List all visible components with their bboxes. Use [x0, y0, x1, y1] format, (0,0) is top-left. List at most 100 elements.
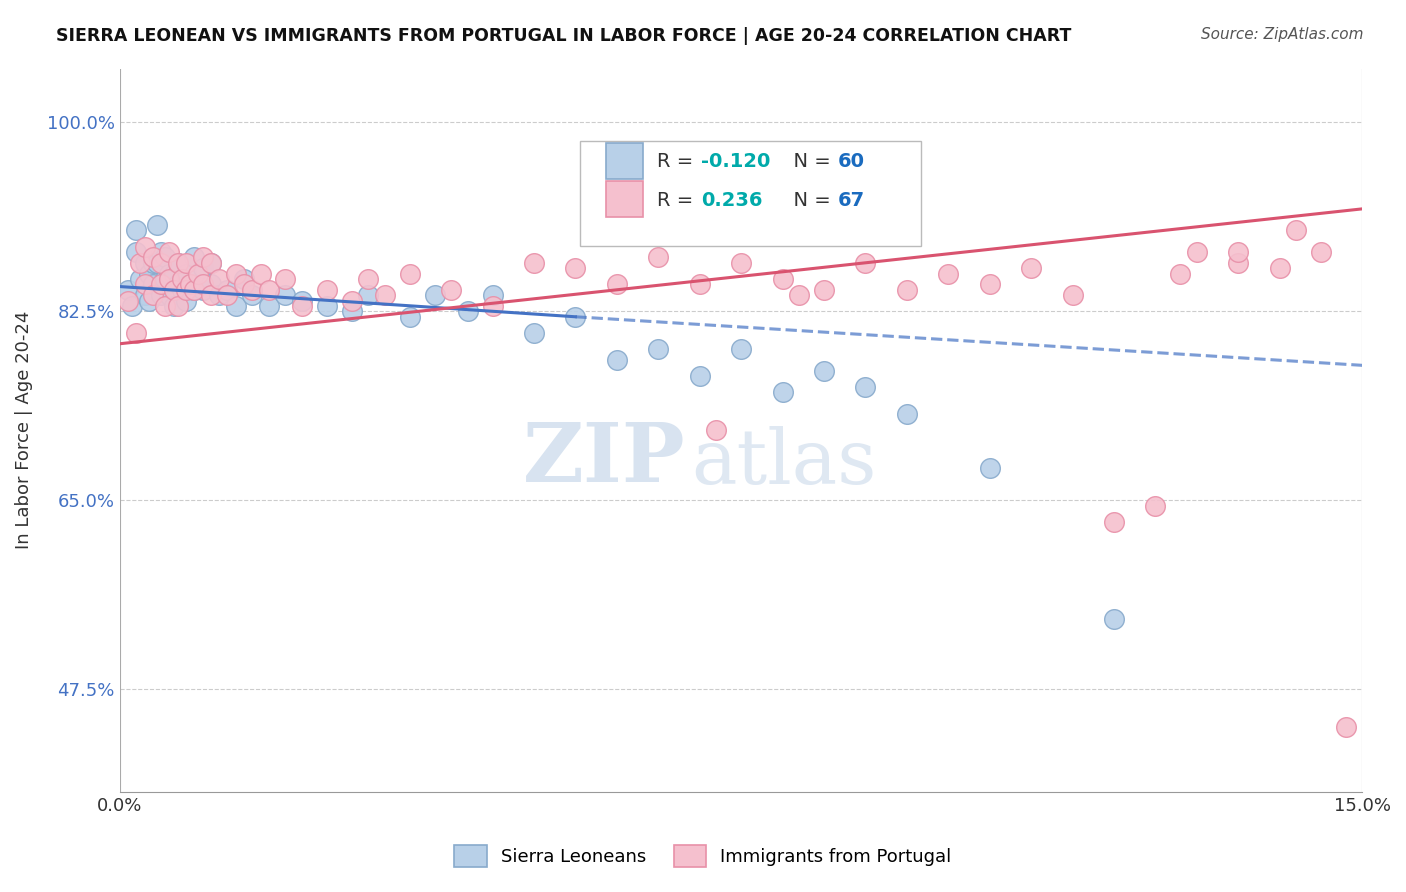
Point [183, 251, 205, 265]
Point [217, 288, 239, 302]
Point [187, 267, 209, 281]
Point [162, 283, 184, 297]
Point [134, 239, 156, 253]
Point [142, 251, 165, 265]
Point [647, 251, 669, 265]
Point [1268, 261, 1291, 276]
Point [159, 288, 181, 302]
Point [1310, 245, 1333, 260]
Point [813, 283, 835, 297]
Point [142, 256, 165, 270]
Point [257, 299, 280, 313]
Point [225, 267, 247, 281]
Point [855, 256, 877, 270]
Point [274, 272, 297, 286]
Point [162, 299, 184, 313]
Point [772, 385, 794, 400]
Point [183, 283, 205, 297]
Point [134, 256, 156, 270]
Point [1185, 245, 1208, 260]
Point [398, 267, 420, 281]
Point [121, 299, 143, 313]
Point [125, 223, 148, 237]
Point [200, 256, 222, 270]
Text: -0.120: -0.120 [702, 152, 770, 170]
Point [896, 283, 918, 297]
Point [150, 245, 173, 260]
Point [170, 272, 193, 286]
Point [936, 267, 959, 281]
Point [125, 326, 148, 340]
Point [340, 304, 363, 318]
Point [240, 283, 263, 297]
Point [423, 288, 446, 302]
Point [647, 342, 669, 356]
Point [979, 461, 1001, 475]
Point [174, 293, 197, 308]
Point [159, 267, 181, 281]
Point [689, 369, 711, 384]
Point [191, 261, 214, 276]
Point [481, 288, 503, 302]
Point [855, 380, 877, 394]
Point [179, 277, 201, 292]
Point [150, 277, 173, 292]
Point [233, 272, 256, 286]
Point [357, 288, 380, 302]
Y-axis label: In Labor Force | Age 20-24: In Labor Force | Age 20-24 [15, 311, 32, 549]
Point [200, 256, 222, 270]
Point [170, 283, 193, 297]
Text: 60: 60 [838, 152, 865, 170]
Point [142, 277, 165, 292]
Point [134, 277, 156, 292]
Point [155, 272, 177, 286]
FancyBboxPatch shape [579, 141, 921, 245]
Point [1227, 256, 1250, 270]
Point [155, 299, 177, 313]
Point [174, 256, 197, 270]
Point [166, 256, 188, 270]
Point [142, 288, 165, 302]
Point [1144, 499, 1167, 513]
Point [440, 283, 463, 297]
Point [233, 277, 256, 292]
Point [200, 288, 222, 302]
Point [374, 288, 396, 302]
Text: N =: N = [780, 152, 837, 170]
Point [704, 423, 727, 437]
Point [166, 277, 188, 292]
Point [564, 261, 586, 276]
Point [191, 277, 214, 292]
FancyBboxPatch shape [606, 181, 643, 218]
Text: Source: ZipAtlas.com: Source: ZipAtlas.com [1201, 27, 1364, 42]
Point [896, 407, 918, 421]
Point [129, 272, 152, 286]
Point [146, 256, 169, 270]
FancyBboxPatch shape [606, 143, 643, 179]
Point [606, 353, 628, 368]
Point [225, 299, 247, 313]
Point [249, 267, 271, 281]
Point [150, 288, 173, 302]
Point [117, 293, 139, 308]
Point [787, 288, 810, 302]
Text: atlas: atlas [692, 425, 877, 500]
Point [340, 293, 363, 308]
Point [730, 342, 752, 356]
Point [1227, 245, 1250, 260]
Point [257, 283, 280, 297]
Point [730, 256, 752, 270]
Point [166, 256, 188, 270]
Point [217, 283, 239, 297]
Point [457, 304, 479, 318]
Point [159, 272, 181, 286]
Point [191, 251, 214, 265]
Point [146, 218, 169, 232]
Point [240, 288, 263, 302]
Point [1062, 288, 1084, 302]
Point [315, 299, 337, 313]
Point [979, 277, 1001, 292]
Point [117, 283, 139, 297]
Text: N =: N = [780, 191, 837, 210]
Point [357, 272, 380, 286]
